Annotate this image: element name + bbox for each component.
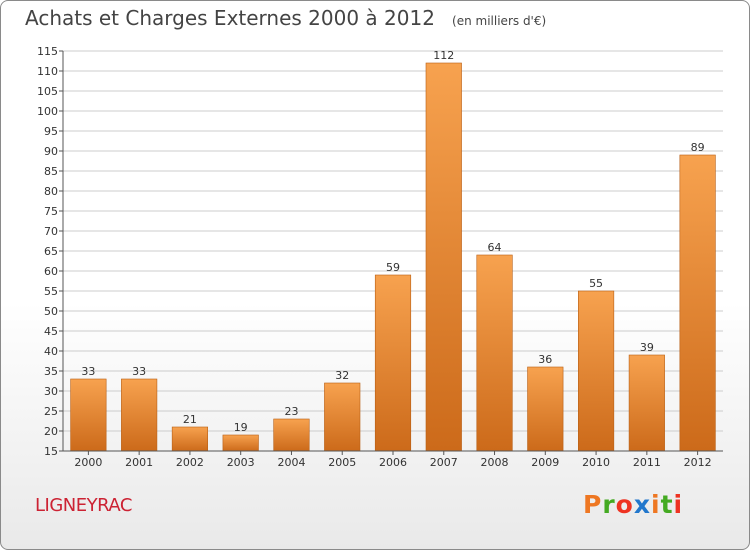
y-tick-label: 90	[44, 145, 58, 158]
y-tick-label: 100	[37, 105, 58, 118]
y-tick-label: 35	[44, 365, 58, 378]
axes: 15 20 25 30 35 40 45 50 55 60 65 70 75 80 85 90 95 100 105…	[37, 45, 723, 469]
y-tick-label: 115	[37, 45, 58, 58]
logo-letter: r	[602, 490, 616, 519]
chart-subtitle: (en milliers d'€)	[452, 14, 547, 28]
bar-2005	[324, 382, 361, 452]
x-tick-label: 2008	[481, 456, 509, 469]
bar-2010	[578, 290, 615, 452]
title-block: Achats et Charges Externes 2000 à 2012 (…	[25, 6, 546, 30]
data-label-2000: 33	[81, 365, 95, 378]
bar-2007	[425, 62, 462, 452]
x-tick-label: 2000	[74, 456, 102, 469]
bar-2002	[171, 426, 208, 452]
x-tick-label: 2001	[125, 456, 153, 469]
x-tick-label: 2003	[227, 456, 255, 469]
logo-letter: t	[660, 490, 674, 519]
data-label-2008: 64	[488, 241, 502, 254]
x-tick-label: 2007	[430, 456, 458, 469]
logo-letter: i	[673, 490, 684, 519]
y-tick-label: 30	[44, 385, 58, 398]
data-label-2004: 23	[284, 405, 298, 418]
y-tick-label: 85	[44, 165, 58, 178]
bar-2009	[527, 366, 564, 452]
bar-2011	[628, 354, 665, 452]
y-tick-label: 60	[44, 265, 58, 278]
bars: 33 33 21 19 23 32 59 112 64 36 55 39 89	[70, 49, 716, 452]
commune-name: LIGNEYRAC	[35, 495, 132, 516]
x-tick-label: 2002	[176, 456, 204, 469]
data-label-2010: 55	[589, 277, 603, 290]
y-tick-label: 25	[44, 405, 58, 418]
data-label-2006: 59	[386, 261, 400, 274]
y-tick-label: 20	[44, 425, 58, 438]
y-tick-label: 80	[44, 185, 58, 198]
logo-letter: o	[615, 490, 634, 519]
y-tick-label: 105	[37, 85, 58, 98]
y-tick-label: 65	[44, 245, 58, 258]
bar-2003	[222, 434, 259, 452]
bar-2004	[273, 418, 310, 452]
data-label-2011: 39	[640, 341, 654, 354]
y-tick-label: 55	[44, 285, 58, 298]
x-tick-label: 2010	[582, 456, 610, 469]
x-tick-label: 2012	[684, 456, 712, 469]
y-tick-label: 15	[44, 445, 58, 458]
x-tick-label: 2004	[277, 456, 305, 469]
y-tick-label: 70	[44, 225, 58, 238]
logo-letter: P	[583, 490, 603, 519]
bar-2012	[679, 154, 716, 452]
data-label-2005: 32	[335, 369, 349, 382]
x-tick-label: 2006	[379, 456, 407, 469]
x-tick-label: 2011	[633, 456, 661, 469]
data-label-2007: 112	[433, 49, 454, 62]
x-tick-label: 2005	[328, 456, 356, 469]
proxiti-logo: Proxiti	[583, 490, 683, 519]
y-tick-label: 110	[37, 65, 58, 78]
y-tick-label: 95	[44, 125, 58, 138]
logo-letter: i	[651, 490, 661, 519]
data-label-2012: 89	[691, 141, 705, 154]
y-tick-label: 45	[44, 325, 58, 338]
chart-title: Achats et Charges Externes 2000 à 2012	[25, 6, 435, 30]
logo-letter: x	[633, 490, 651, 519]
data-label-2003: 19	[234, 421, 248, 434]
bar-2008	[476, 254, 513, 452]
y-tick-label: 50	[44, 305, 58, 318]
bar-2006	[374, 274, 412, 452]
data-label-2002: 21	[183, 413, 197, 426]
x-tick-label: 2009	[531, 456, 559, 469]
data-label-2001: 33	[132, 365, 146, 378]
data-label-2009: 36	[538, 353, 552, 366]
y-tick-label: 75	[44, 205, 58, 218]
bar-2000	[70, 378, 107, 452]
y-tick-label: 40	[44, 345, 58, 358]
bar-2001	[121, 378, 158, 452]
